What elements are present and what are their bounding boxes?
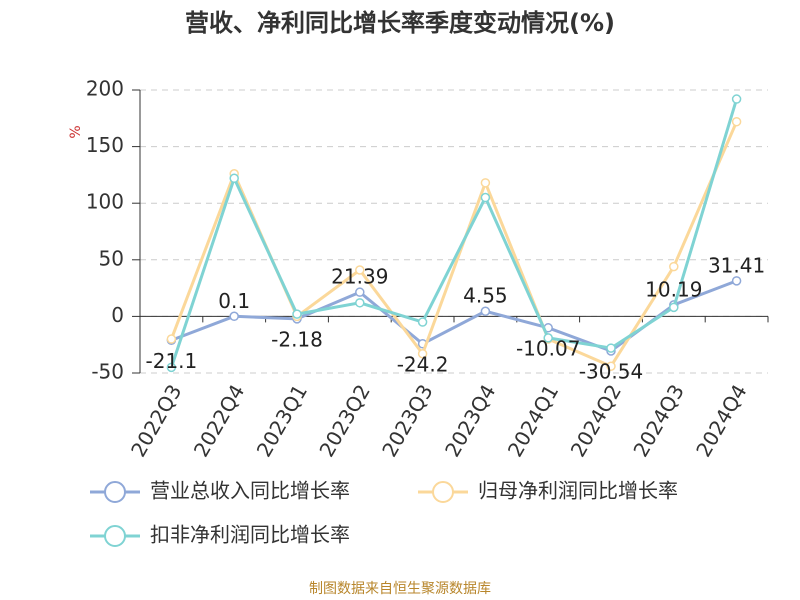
data-label: 21.39 <box>331 265 388 289</box>
legend-label: 归母净利润同比增长率 <box>478 479 678 503</box>
point <box>480 192 491 203</box>
point <box>480 178 491 188</box>
x-tick-label: 2024Q2 <box>566 380 626 461</box>
data-label: -30.54 <box>579 359 643 383</box>
x-tick-label: 2024Q4 <box>691 380 751 461</box>
y-tick-label: -50 <box>91 360 124 384</box>
legend-marker <box>432 481 454 503</box>
point <box>355 287 365 297</box>
point <box>543 333 553 343</box>
x-tick-label: 2023Q4 <box>440 380 500 461</box>
point <box>166 362 177 373</box>
x-tick-label: 2023Q3 <box>377 380 437 461</box>
point <box>606 361 616 371</box>
y-tick-label: 150 <box>86 133 124 157</box>
point <box>355 265 365 275</box>
chart-title: 营收、净利同比增长率季度变动情况(%) <box>185 9 615 37</box>
legend-label: 营业总收入同比增长率 <box>150 479 350 503</box>
point <box>480 306 491 316</box>
point <box>166 334 177 344</box>
point <box>229 311 239 322</box>
x-tick-label: 2024Q3 <box>628 380 688 461</box>
y-tick-label: 100 <box>86 190 124 214</box>
y-axis-label: % <box>68 125 84 138</box>
legend-label: 扣非净利润同比增长率 <box>150 523 350 547</box>
point <box>355 298 365 308</box>
point <box>731 116 742 127</box>
point <box>731 94 742 104</box>
point <box>292 309 302 319</box>
data-label: -21.1 <box>146 349 198 373</box>
x-tick-label: 2023Q1 <box>252 380 312 461</box>
data-label: -24.2 <box>397 352 449 376</box>
data-label: 10.19 <box>645 277 702 301</box>
source-note: 制图数据来自恒生聚源数据库 <box>309 581 491 597</box>
series-line <box>169 121 738 369</box>
point <box>606 343 616 353</box>
point <box>669 261 679 272</box>
data-label: -10.07 <box>516 336 580 360</box>
x-tick-label: 2022Q3 <box>126 380 186 461</box>
point <box>229 173 239 184</box>
x-tick-label: 2023Q2 <box>314 380 374 461</box>
data-label: 4.55 <box>463 284 508 308</box>
y-tick-label: 50 <box>99 246 124 270</box>
point <box>417 349 428 359</box>
point <box>731 276 742 286</box>
point <box>417 317 428 327</box>
series-line <box>169 98 739 368</box>
x-tick-label: 2022Q4 <box>189 380 249 461</box>
legend-marker <box>104 481 126 503</box>
x-tick-label: 2024Q1 <box>503 380 563 461</box>
data-label: -2.18 <box>271 327 323 351</box>
data-label: 31.41 <box>708 253 765 277</box>
legend-marker <box>104 525 126 547</box>
point <box>669 302 679 313</box>
data-label: 0.1 <box>218 289 250 313</box>
y-tick-label: 0 <box>111 303 124 327</box>
y-tick-label: 200 <box>86 77 124 101</box>
